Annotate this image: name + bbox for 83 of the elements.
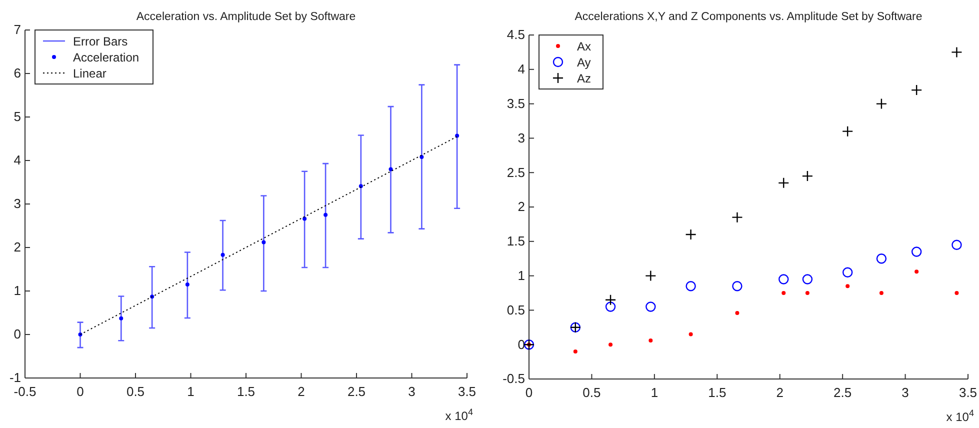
x-tick-label: 0.5 xyxy=(582,385,601,400)
x-tick-label: 1 xyxy=(187,384,194,400)
x-tick-label: 2 xyxy=(776,385,784,400)
x-tick-label: 2 xyxy=(298,384,305,400)
point xyxy=(604,294,616,306)
y-tick-label: 0.5 xyxy=(506,302,525,318)
point xyxy=(645,270,656,282)
y-tick-label: 0 xyxy=(14,326,21,342)
point xyxy=(119,316,124,320)
x-tick-label: 1.5 xyxy=(708,385,726,400)
point xyxy=(685,228,696,240)
y-tick-label: 3.5 xyxy=(506,96,525,111)
y-tick-label: -1 xyxy=(9,370,21,386)
legend-label: Ax xyxy=(577,40,592,54)
legend-label: Acceleration xyxy=(73,50,140,64)
point xyxy=(802,274,813,284)
x-tick-label: 1.5 xyxy=(236,384,256,400)
y-tick-label: 2.5 xyxy=(506,164,525,180)
point xyxy=(732,281,742,292)
point xyxy=(876,254,887,264)
point xyxy=(573,349,578,354)
point xyxy=(910,84,922,96)
point xyxy=(388,167,393,172)
y-tick-label: 1 xyxy=(518,268,525,283)
point xyxy=(686,281,696,292)
y-tick-label: 4 xyxy=(14,152,21,168)
point xyxy=(324,212,328,217)
x-tick-label: 2.5 xyxy=(347,384,366,400)
x-tick-label: 3.5 xyxy=(458,384,476,400)
point xyxy=(648,338,653,342)
point xyxy=(778,177,790,189)
point xyxy=(805,291,810,295)
point xyxy=(778,274,789,284)
y-tick-label: -0.5 xyxy=(502,371,525,386)
x-tick-label: 2.5 xyxy=(834,385,852,400)
point xyxy=(914,270,919,274)
x-tick-label: 1 xyxy=(650,385,658,400)
y-tick-label: 2 xyxy=(518,199,525,214)
point xyxy=(879,291,884,295)
legend-title: Error Bars xyxy=(73,34,128,48)
y-tick-label: 6 xyxy=(14,66,21,81)
point xyxy=(951,46,962,58)
point xyxy=(732,212,743,223)
y-tick-label: 7 xyxy=(14,22,21,38)
x-tick-label: 0.5 xyxy=(126,384,145,400)
point xyxy=(842,267,853,278)
chart-title: Acceleration vs. Amplitude Set by Software xyxy=(136,11,356,23)
y-tick-label: 5 xyxy=(14,109,21,124)
text: x 10$^{4}$ xyxy=(946,408,974,424)
point xyxy=(735,310,740,315)
y-tick-label: 0 xyxy=(518,336,525,352)
point xyxy=(842,126,854,137)
point xyxy=(782,291,786,295)
point xyxy=(646,302,656,312)
y-tick-label: 1.5 xyxy=(506,234,525,249)
point xyxy=(220,252,225,257)
text: x 10$^{4}$ xyxy=(445,407,473,423)
point xyxy=(876,98,888,110)
point xyxy=(954,291,959,295)
x-tick-label: 3 xyxy=(902,385,909,400)
x-tick-label: 0 xyxy=(76,384,84,400)
y-tick-label: 3 xyxy=(518,130,525,146)
y-tick-label: 2 xyxy=(14,240,21,255)
legend-label: Ay xyxy=(577,56,591,70)
point xyxy=(911,246,922,257)
x-tick-label: 3 xyxy=(408,384,416,400)
x-tick-label: 3.5 xyxy=(958,385,978,400)
y-tick-label: 4.5 xyxy=(506,27,525,42)
point xyxy=(185,282,190,286)
point xyxy=(952,240,962,250)
point xyxy=(262,240,266,244)
point xyxy=(846,284,850,288)
point xyxy=(608,342,613,347)
chart-title: Accelerations X,Y and Z Components vs. Amplitude Set by Software xyxy=(574,11,922,23)
legend-label: Linear xyxy=(73,66,106,80)
point xyxy=(802,170,814,182)
point xyxy=(302,216,307,221)
legend-label: Az xyxy=(577,72,592,86)
y-tick-label: 1 xyxy=(14,283,21,298)
y-tick-label: 4 xyxy=(518,62,525,77)
point xyxy=(605,302,616,312)
point xyxy=(688,332,693,336)
y-tick-label: 3 xyxy=(14,196,21,212)
